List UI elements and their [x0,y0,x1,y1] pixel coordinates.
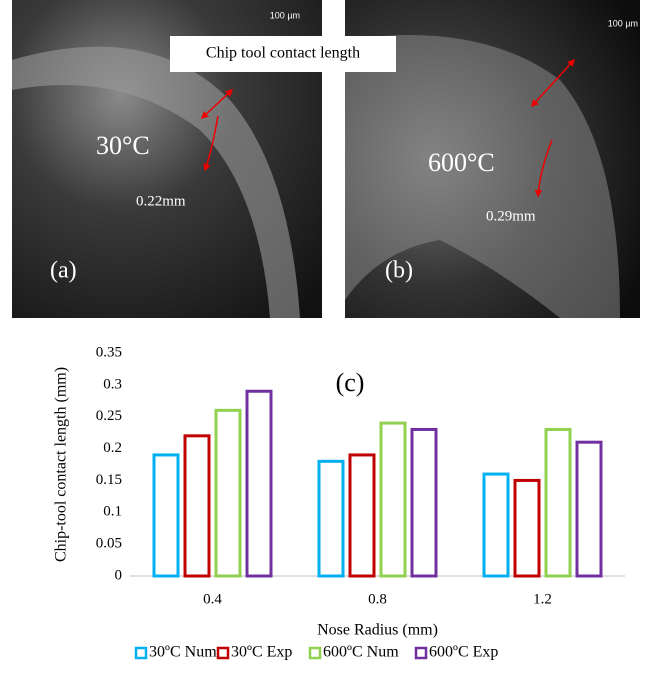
length-label: 0.22mm [136,193,186,209]
annotation: (c) [336,368,365,397]
bar [513,478,541,578]
y-tick-label: 0.3 [103,376,122,392]
y-tick-label: 0.1 [103,504,122,520]
y-tick-label: 0.05 [96,536,122,552]
legend-swatch [308,646,322,660]
legend-swatch [216,646,230,660]
legend-label: 30ºC Exp [231,644,292,661]
caption-box [170,36,396,72]
y-tick-label: 0.35 [96,344,122,360]
scale-label: 100 µm [608,18,638,28]
caption: Chip tool contact length [206,45,360,62]
bar [482,472,510,578]
x-tick-label: 0.8 [368,591,387,607]
x-axis-title: Nose Radius (mm) [317,622,438,639]
bar [245,389,273,578]
y-tick-label: 0.25 [96,408,122,424]
temperature-label: 30°C [96,131,150,160]
bar [183,434,211,578]
legend-swatch [414,646,428,660]
legend-label: 30ºC Num [149,644,217,661]
bar [152,453,180,578]
y-axis-title: Chip-tool contact length (mm) [53,367,70,562]
legend-label: 600ºC Exp [429,644,498,661]
scale-label: 100 µm [270,10,300,20]
x-tick-label: 0.4 [203,591,222,607]
length-label: 0.29mm [486,208,536,224]
bar [575,440,603,578]
legend-swatch [134,646,148,660]
y-tick-label: 0 [115,567,123,583]
panel-label: (a) [50,258,77,284]
y-tick-label: 0.15 [96,472,122,488]
bar [410,427,438,578]
bar [317,459,345,578]
x-tick-label: 1.2 [533,591,552,607]
temperature-label: 600°C [428,148,495,177]
bar [544,427,572,578]
bar [379,421,407,578]
panel-label: (b) [385,258,413,284]
y-tick-label: 0.2 [103,440,122,456]
legend-label: 600ºC Num [323,644,399,661]
bar [214,408,242,578]
bar [348,453,376,578]
